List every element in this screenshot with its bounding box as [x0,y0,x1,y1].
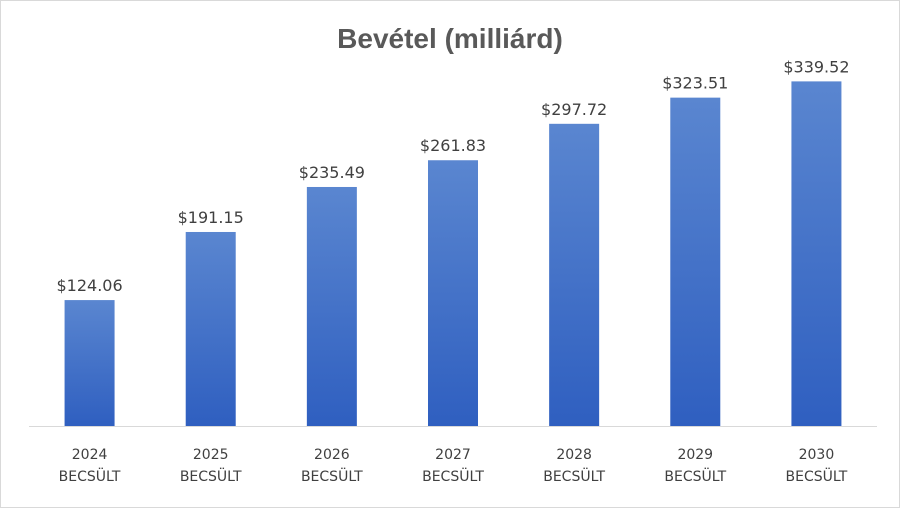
x-tick-label-2025-line1: 2025 [193,447,229,463]
bar-2027 [428,160,478,426]
chart-title: Bevétel (milliárd) [337,23,563,54]
x-tick-label-2025-line2: BECSÜLT [180,467,242,485]
x-tick-label-2026-line2: BECSÜLT [301,467,363,485]
x-tick-label-2027-line1: 2027 [435,447,471,463]
bar-2024 [64,300,115,426]
x-tick-label-2024-line1: 2024 [72,447,108,463]
bar-2028 [549,123,600,426]
data-label-2025: $191.15 [178,208,244,227]
x-tick-label-2030-line1: 2030 [799,447,835,463]
bar-2030 [791,81,842,426]
data-label-2028: $297.72 [541,100,607,119]
data-label-2024: $124.06 [56,276,122,295]
bar-2025 [185,231,236,426]
data-label-2029: $323.51 [662,74,728,93]
x-tick-label-2029-line2: BECSÜLT [664,467,726,485]
data-label-2030: $339.52 [783,57,849,76]
x-tick-label-2024-line2: BECSÜLT [59,467,121,485]
x-tick-label-2027-line2: BECSÜLT [422,467,484,485]
x-tick-label-2028-line2: BECSÜLT [543,467,605,485]
bar-2029 [670,97,721,426]
x-tick-label-2030-line2: BECSÜLT [786,467,848,485]
x-tick-label-2029-line1: 2029 [677,447,713,463]
data-label-2027: $261.83 [420,136,486,155]
x-tick-label-2028-line1: 2028 [556,447,592,463]
data-label-2026: $235.49 [299,163,365,182]
bar-2026 [306,186,357,426]
x-tick-label-2026-line1: 2026 [314,447,350,463]
